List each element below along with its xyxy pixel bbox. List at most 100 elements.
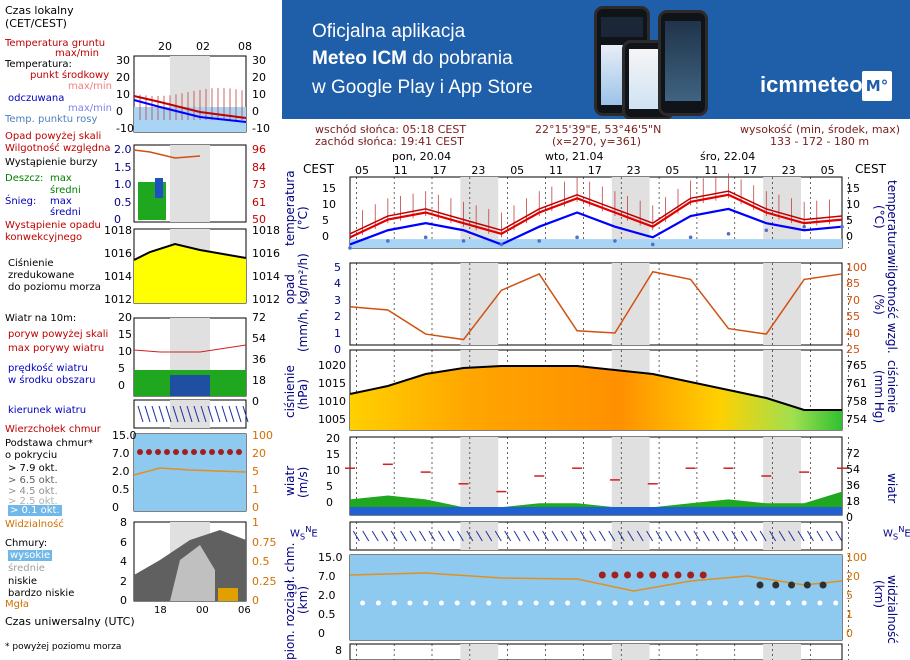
dew-point-dot — [575, 235, 579, 240]
legend-cloud-base-2: o pokryciu — [5, 450, 58, 461]
legend-cloud-mid: średnie — [8, 563, 45, 574]
coordinates-text: 22°15'39"E, 53°46'5"N — [535, 123, 662, 136]
cloud-tick: 0.5 — [318, 608, 336, 621]
legend-snow-max: max — [50, 196, 72, 207]
day-label: śro, 22.04 — [700, 150, 756, 163]
cloud-base-dot — [754, 600, 760, 606]
pressure-area — [350, 366, 842, 430]
legend-cloud-top-dot — [155, 449, 161, 455]
legend-soil-temp-sub: max/min — [55, 48, 100, 59]
wind-dir-arrow — [721, 530, 729, 542]
wind-dir-arrow — [617, 530, 625, 542]
legend-wind-arrow — [186, 405, 193, 423]
legend-wind-arrow — [172, 405, 179, 423]
hour-label: 05 — [820, 164, 835, 177]
humidity-tick: 85 — [846, 277, 860, 291]
night-band — [460, 263, 499, 345]
legend-wind-arrow — [242, 405, 249, 423]
cloud-tick: 15.0 — [318, 551, 343, 564]
legend-wind-tick: 5 — [118, 362, 125, 375]
legend-rain-avg: średni — [50, 185, 81, 196]
night-band — [763, 263, 801, 345]
legend-pressure-3: do poziomu morza — [8, 282, 101, 293]
banner-line-2: Meteo ICM do pobrania — [312, 47, 513, 70]
meteogram-chart — [345, 173, 849, 660]
legend-okt-79: > 7.9 okt. — [8, 463, 58, 474]
legend-cloud-top: Wierzchołek chmur — [5, 424, 101, 435]
pressure-axis-title: ciśnienie — [283, 365, 297, 418]
temp-line-0 — [349, 190, 843, 235]
legend-utc-tick-00: 00 — [196, 605, 209, 616]
legend-cloud-tick-r: 5 — [252, 465, 259, 478]
legend-cc-tick-r: 0.5 — [252, 555, 270, 568]
legend-chart — [133, 55, 249, 602]
wind-dir-arrow — [466, 530, 474, 542]
wind-dir-arrow — [835, 530, 843, 542]
wind-dir-arrow — [513, 530, 521, 542]
legend-cc-tick-r: 0.25 — [252, 574, 277, 588]
legend-wind-arrow — [214, 405, 221, 423]
dew-point-dot — [613, 239, 617, 243]
humidity-line — [349, 270, 843, 341]
legend-cloud-vlow: bardzo niskie — [8, 588, 75, 599]
legend-wind-area-dark — [170, 375, 210, 396]
legend-temp-tick-r: 0 — [252, 105, 259, 118]
wind-dir-arrow — [475, 530, 483, 542]
wind-dir-arrow — [532, 530, 540, 542]
phone-image-3 — [658, 10, 708, 116]
temp-tick: 15 — [322, 182, 336, 195]
cloud-base-dot — [502, 600, 508, 606]
cloud-top-dot — [624, 571, 632, 579]
legend-precip-occ-2: konwekcyjnego — [5, 232, 83, 243]
dew-point-dot — [802, 224, 806, 229]
pressure-tick-right: 754 — [846, 413, 867, 426]
legend-cloud-tick: 7.0 — [112, 447, 130, 460]
temp-axis-unit-right: (°C) — [872, 205, 886, 229]
vis-axis-unit: (km) — [872, 580, 886, 609]
legend-precip-above: Opad powyżej skali — [5, 131, 102, 142]
wind-dir-arrow — [778, 530, 786, 542]
legend-temp-tick: 30 — [116, 54, 130, 67]
legend-dew-point: Temp. punktu rosy — [5, 114, 98, 125]
humidity-tick: 55 — [846, 310, 860, 324]
pressure-tick: 1020 — [318, 359, 346, 372]
legend-wind-tick-r: 0 — [252, 395, 259, 408]
legend-wind-arrow — [179, 405, 186, 423]
pressure-axis-unit: (hPa) — [296, 378, 310, 410]
legend-cloud-top-dot — [209, 449, 215, 455]
wind-dir-arrow — [447, 530, 455, 542]
cloud-base-dot — [817, 600, 823, 606]
temp-below-zero-fill — [350, 239, 842, 248]
cloud-top-dot — [611, 571, 619, 579]
cloud-base-dot — [407, 600, 413, 606]
cloud-base-dot — [785, 600, 791, 606]
legend-wind-tick: 15 — [118, 328, 132, 341]
cloud-base-dot — [643, 600, 649, 606]
pressure-axis-title-right: ciśnienie — [885, 360, 899, 413]
pressure-tick-right: 761 — [846, 377, 867, 390]
legend-wind-speed-1: prędkość wiatru — [8, 363, 88, 374]
hour-label: 23 — [626, 164, 641, 177]
legend-cloud-top-dot — [164, 449, 170, 455]
legend-local-tick-02: 02 — [196, 40, 210, 53]
wind-axis-unit: (m/s) — [296, 466, 310, 498]
legend-wind-arrow — [235, 405, 242, 423]
legend-humidity-tick: 84 — [252, 160, 266, 174]
wind-dir-arrow — [362, 530, 370, 542]
dew-point-dot — [650, 242, 655, 247]
wind-dir-arrow — [684, 530, 691, 542]
temp-axis-unit: (°C) — [296, 206, 310, 230]
cloud-base-dark-dot — [772, 581, 780, 589]
legend-wind-speed-2: w środku obszaru — [8, 375, 96, 386]
app-promo-banner[interactable]: Oficjalna aplikacja Meteo ICM do pobrani… — [282, 0, 910, 119]
legend-wind-tick-r: 54 — [252, 332, 266, 345]
wind-tick-right: 0 — [846, 511, 853, 524]
icmmeteo-logo: icmmeteo — [760, 72, 863, 97]
legend-pressure-tick: 1014 — [104, 270, 132, 283]
legend-cc-tick-r: 0 — [252, 594, 259, 607]
hour-label: 05 — [510, 164, 525, 177]
legend-temp-tick: -10 — [116, 122, 134, 135]
legend-felt: odczuwana — [8, 93, 65, 104]
wind-dir-arrow — [400, 530, 408, 542]
pressure-tick: 1010 — [318, 395, 346, 408]
